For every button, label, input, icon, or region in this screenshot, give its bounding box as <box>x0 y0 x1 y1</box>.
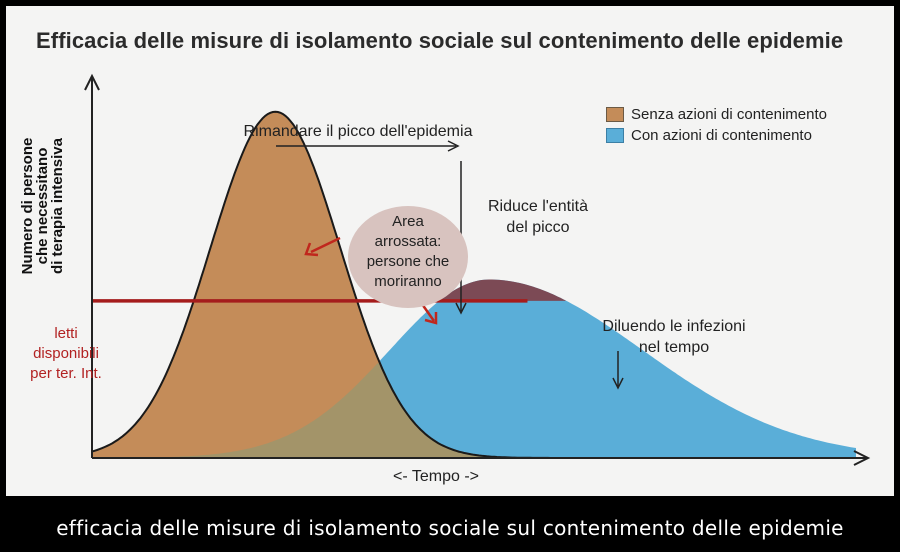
legend-swatch-senza <box>606 107 624 122</box>
annotation-diluendo-line: nel tempo <box>638 339 710 356</box>
y-axis-arrow <box>84 73 100 91</box>
y-axis-label: Numero di persone che necessitano di ter… <box>19 116 66 296</box>
y-axis-label-line: Numero di persone <box>19 137 36 275</box>
annotation-riduce-line: Riduce l'entità <box>488 198 588 215</box>
series-area-senza <box>92 111 856 458</box>
legend-label-con: Con azioni di contenimento <box>631 127 812 144</box>
legend-label-senza: Senza azioni di contenimento <box>631 106 827 123</box>
legend-item-con: Con azioni di contenimento <box>606 127 812 144</box>
arrow-rimandare-head <box>447 140 460 152</box>
arrow-area-left <box>310 236 341 254</box>
series-area-con <box>92 279 856 458</box>
arrow-diluendo-head <box>612 377 624 390</box>
threshold-label: letti disponibili per ter. Int. <box>16 324 116 384</box>
y-axis-label-line: che necessitano <box>34 147 51 265</box>
caption-bar <box>0 496 900 552</box>
annotation-diluendo: Diluendo le infezioni nel tempo <box>584 316 764 358</box>
threshold-label-line: per ter. Int. <box>30 365 102 382</box>
legend-swatch-con <box>606 128 624 143</box>
arrow-area-right-head <box>424 312 438 325</box>
annotation-riduce: Riduce l'entità del picco <box>468 196 608 238</box>
y-axis-label-line: di terapia intensiva <box>49 138 66 274</box>
annotation-area-line: Area <box>392 213 424 230</box>
x-axis-arrow <box>853 450 871 466</box>
annotation-bubble <box>348 206 468 308</box>
annotation-area: Area arrossata: persone che moriranno <box>348 212 468 292</box>
annotation-riduce-line: del picco <box>506 219 570 236</box>
deaths-area <box>440 279 566 301</box>
annotation-diluendo-line: Diluendo le infezioni <box>602 318 746 335</box>
annotation-area-line: moriranno <box>374 273 442 290</box>
chart-svg <box>84 73 871 466</box>
annotation-area-line: arrossata: <box>374 233 442 250</box>
threshold-label-line: letti <box>54 325 78 342</box>
arrow-area-right <box>420 303 436 322</box>
annotation-area-line: persone che <box>366 253 450 270</box>
arrow-area-left-head <box>304 242 319 257</box>
annotation-rimandare: Rimandare il picco dell'epidemia <box>243 123 473 140</box>
chart-frame: Efficacia delle misure di isolamento soc… <box>6 6 894 496</box>
threshold-label-line: disponibili <box>33 345 99 362</box>
arrow-riduce-head <box>455 302 467 315</box>
x-axis-label: <- Tempo -> <box>393 468 479 485</box>
caption: efficacia delle misure di isolamento soc… <box>56 516 844 540</box>
legend-item-senza: Senza azioni di contenimento <box>606 106 827 123</box>
chart-title: Efficacia delle misure di isolamento soc… <box>36 28 844 53</box>
